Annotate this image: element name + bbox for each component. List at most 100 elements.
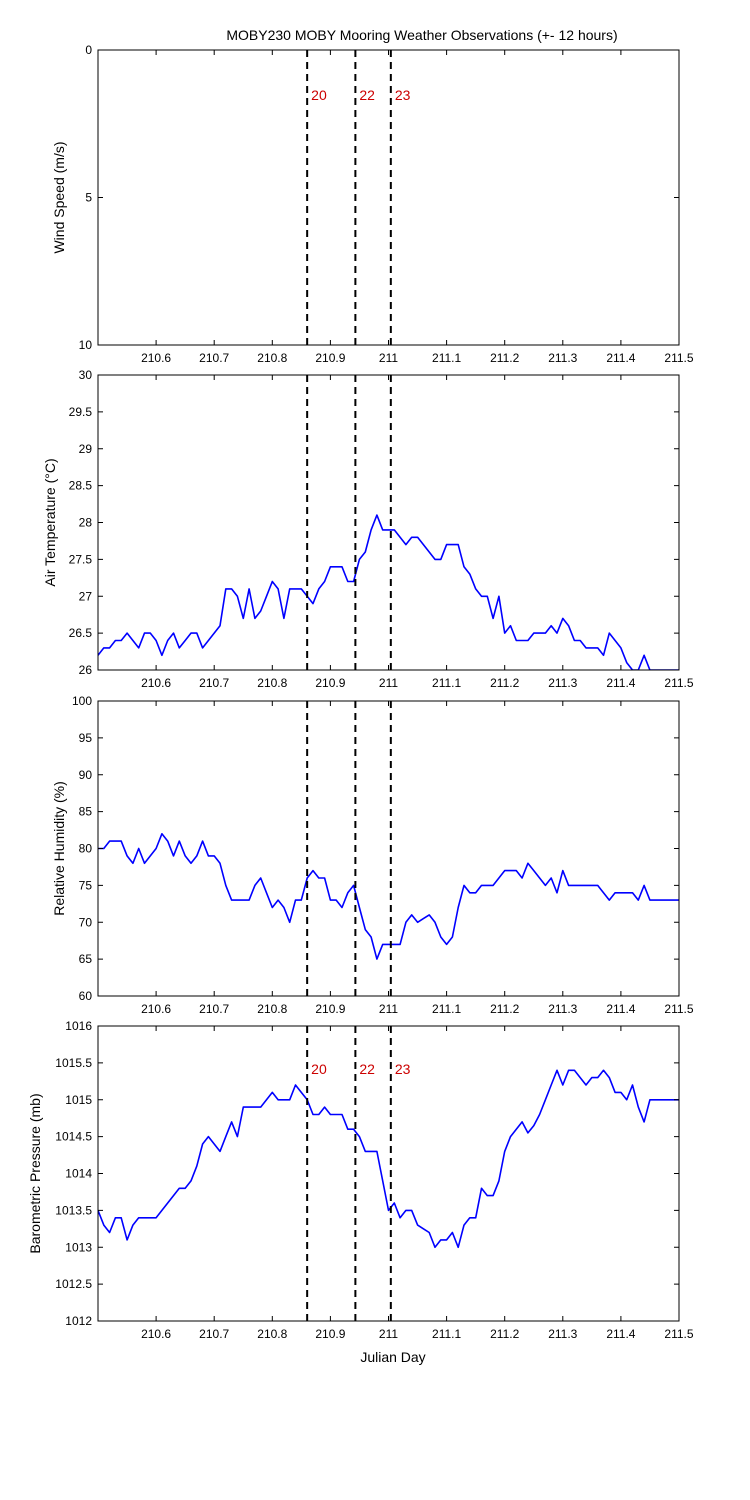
y-tick-label: 26 bbox=[79, 663, 93, 677]
x-tick-label: 211.3 bbox=[548, 1327, 577, 1341]
y-tick-label: 5 bbox=[85, 191, 92, 205]
x-tick-label: 211 bbox=[379, 1002, 398, 1016]
y-tick-label: 90 bbox=[79, 768, 93, 782]
y-tick-label: 1012.5 bbox=[55, 1277, 92, 1291]
marker-label-22: 22 bbox=[359, 1061, 375, 1077]
wind-stick bbox=[132, 50, 133, 51]
y-axis-label: Air Temperature (°C) bbox=[42, 458, 58, 586]
y-tick-label: 80 bbox=[79, 842, 93, 856]
y-tick-label: 75 bbox=[79, 878, 93, 892]
chart-panels: 20 22 23 210.6 210.7 210.8 210.9 211 211.1 211.2 2… bbox=[27, 43, 694, 1341]
figure-title: MOBY230 MOBY Mooring Weather Observation… bbox=[226, 27, 617, 43]
y-axis-label: Barometric Pressure (mb) bbox=[27, 1093, 43, 1253]
wind-stick bbox=[666, 50, 668, 51]
x-tick-label: 211.5 bbox=[664, 1327, 693, 1341]
y-axis-label: Relative Humidity (%) bbox=[51, 781, 67, 916]
x-tick-label: 210.7 bbox=[199, 1002, 229, 1016]
series-line bbox=[98, 832, 679, 960]
x-tick-label: 211.5 bbox=[664, 676, 693, 690]
wind-stick bbox=[184, 50, 186, 51]
panel-1: 20 22 23 210.6 210.7 210.8 210.9 211 211.1 211.2 2… bbox=[51, 43, 694, 365]
wind-stick bbox=[207, 50, 209, 51]
x-tick-label: 210.7 bbox=[199, 1327, 229, 1341]
x-tick-label: 210.9 bbox=[315, 676, 345, 690]
wind-stick bbox=[161, 50, 162, 51]
y-tick-label: 1014.5 bbox=[55, 1130, 92, 1144]
x-tick-label: 210.7 bbox=[199, 351, 229, 365]
x-axis-label: Julian Day bbox=[360, 1349, 425, 1365]
x-tick-label: 210.8 bbox=[257, 1327, 287, 1341]
wind-stick bbox=[195, 50, 197, 51]
panel-3: 210.6 210.7 210.8 210.9 211 211.1 211.2 211.3 21… bbox=[51, 694, 694, 1016]
y-tick-label: 1013 bbox=[65, 1240, 92, 1254]
x-tick-label: 211.1 bbox=[432, 1327, 461, 1341]
y-tick-label: 27.5 bbox=[69, 552, 93, 566]
series-group bbox=[98, 1069, 679, 1249]
x-tick-label: 210.8 bbox=[257, 676, 287, 690]
x-tick-label: 211.1 bbox=[432, 1002, 461, 1016]
wind-stick bbox=[149, 50, 151, 51]
wind-stick bbox=[201, 50, 203, 51]
series-group bbox=[98, 832, 679, 960]
x-tick-label: 210.9 bbox=[315, 351, 345, 365]
x-tick-label: 211.4 bbox=[606, 676, 635, 690]
y-tick-label: 1013.5 bbox=[55, 1203, 92, 1217]
y-tick-label: 70 bbox=[79, 915, 93, 929]
wind-stick bbox=[190, 50, 191, 51]
x-tick-label: 211.3 bbox=[548, 676, 577, 690]
marker-label-20: 20 bbox=[311, 1061, 327, 1077]
marker-label-22: 22 bbox=[359, 87, 375, 103]
x-tick-label: 211 bbox=[379, 351, 398, 365]
marker-label-20: 20 bbox=[311, 87, 327, 103]
wind-stick bbox=[155, 50, 157, 51]
axes-box bbox=[97, 700, 680, 997]
y-tick-label: 85 bbox=[79, 805, 93, 819]
wind-stick bbox=[654, 50, 656, 51]
axes-box bbox=[97, 1025, 680, 1322]
x-tick-label: 210.6 bbox=[141, 676, 171, 690]
wind-stick bbox=[620, 50, 621, 51]
y-tick-label: 1012 bbox=[65, 1314, 92, 1328]
axes-box bbox=[97, 49, 680, 346]
x-tick-label: 211.4 bbox=[606, 351, 635, 365]
wind-stick bbox=[649, 50, 650, 51]
wind-stick bbox=[143, 50, 145, 51]
axes-box bbox=[97, 374, 680, 671]
x-tick-label: 210.9 bbox=[315, 1002, 345, 1016]
x-tick-label: 211.1 bbox=[432, 351, 461, 365]
panel-2: 210.6 210.7 210.8 210.9 211 211.1 211.2 211.3 21… bbox=[42, 368, 694, 690]
wind-stick bbox=[114, 50, 116, 51]
wind-stick bbox=[178, 50, 180, 51]
wind-stick bbox=[172, 50, 174, 51]
y-tick-label: 28.5 bbox=[69, 479, 93, 493]
y-axis-label: Wind Speed (m/s) bbox=[51, 141, 67, 253]
y-tick-label: 28 bbox=[79, 516, 93, 530]
x-tick-label: 210.6 bbox=[141, 351, 171, 365]
y-tick-label: 10 bbox=[79, 338, 93, 352]
x-tick-label: 211.5 bbox=[664, 351, 693, 365]
wind-stick bbox=[631, 50, 633, 51]
wind-stick bbox=[137, 50, 139, 51]
x-tick-label: 211.5 bbox=[664, 1002, 693, 1016]
x-tick-label: 211.2 bbox=[490, 1002, 519, 1016]
x-tick-label: 211.2 bbox=[490, 676, 519, 690]
y-tick-label: 29 bbox=[79, 442, 93, 456]
wind-stick bbox=[672, 50, 674, 51]
x-tick-label: 211.3 bbox=[548, 1002, 577, 1016]
y-tick-label: 0 bbox=[85, 43, 92, 57]
y-tick-label: 95 bbox=[79, 731, 93, 745]
x-tick-label: 210.7 bbox=[199, 676, 229, 690]
wind-stick bbox=[625, 50, 627, 51]
y-tick-label: 29.5 bbox=[69, 405, 93, 419]
x-tick-label: 211 bbox=[379, 1327, 398, 1341]
marker-label-23: 23 bbox=[395, 87, 411, 103]
y-tick-label: 30 bbox=[79, 368, 93, 382]
wind-stick bbox=[678, 50, 679, 51]
wind-stick bbox=[120, 50, 122, 51]
x-tick-label: 210.8 bbox=[257, 1002, 287, 1016]
x-tick-label: 210.6 bbox=[141, 1327, 171, 1341]
x-tick-label: 210.9 bbox=[315, 1327, 345, 1341]
y-tick-label: 26.5 bbox=[69, 626, 93, 640]
y-tick-label: 100 bbox=[72, 694, 92, 708]
